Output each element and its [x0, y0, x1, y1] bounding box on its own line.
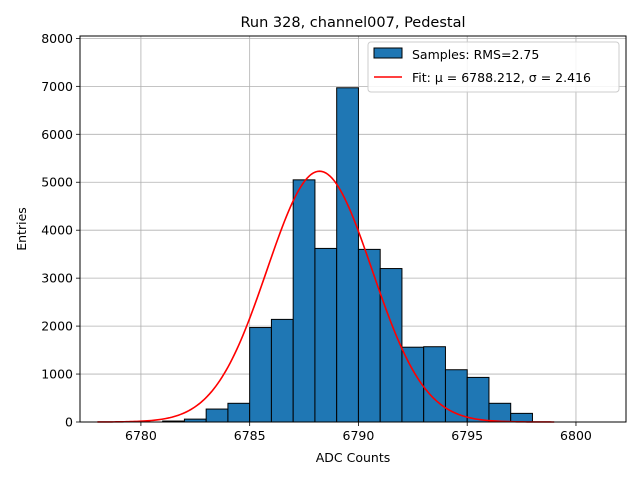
histogram-bar — [510, 412, 533, 423]
histogram-bar — [205, 408, 229, 423]
legend: Samples: RMS=2.75 Fit: μ = 6788.212, σ =… — [367, 41, 620, 93]
histogram-bar — [227, 402, 251, 423]
y-tick-label: 4000 — [41, 223, 73, 238]
x-axis-ticks: 6780 6785 6790 6795 6800 — [125, 422, 592, 443]
x-tick-label: 6795 — [451, 428, 483, 443]
y-tick-label: 8000 — [41, 31, 73, 46]
y-tick-label: 7000 — [41, 79, 73, 94]
chart-title: Run 328, channel007, Pedestal — [240, 15, 465, 31]
histogram-bar — [379, 268, 403, 423]
y-tick-label: 0 — [65, 415, 73, 430]
plot-frame — [79, 35, 627, 423]
histogram-bar — [314, 247, 338, 423]
histogram-bar — [488, 402, 512, 423]
histogram-bar — [401, 346, 425, 423]
x-tick-label: 6785 — [234, 428, 266, 443]
histogram-bar — [270, 318, 294, 423]
y-tick-label: 3000 — [41, 271, 73, 286]
histogram-bar — [423, 346, 446, 423]
gaussian-fit-curve — [97, 170, 555, 423]
histogram-bar — [466, 376, 490, 423]
y-axis-ticks: 0 1000 2000 3000 4000 5000 6000 7000 8000 — [41, 31, 80, 430]
histogram-bar — [357, 248, 381, 423]
fit-curve-layer — [97, 170, 555, 423]
x-tick-label: 6780 — [125, 428, 157, 443]
histogram-bar — [336, 87, 359, 423]
legend-box — [367, 41, 620, 93]
histogram-bar — [249, 327, 272, 423]
x-axis-label: ADC Counts — [316, 450, 391, 465]
x-tick-label: 6790 — [343, 428, 375, 443]
legend-histogram-label: Samples: RMS=2.75 — [412, 47, 539, 62]
histogram-bar — [292, 179, 316, 423]
legend-fit-label: Fit: μ = 6788.212, σ = 2.416 — [412, 70, 591, 85]
y-axis-label: Entries — [14, 207, 29, 251]
y-tick-label: 1000 — [41, 367, 73, 382]
y-tick-label: 6000 — [41, 127, 73, 142]
x-tick-label: 6800 — [560, 428, 592, 443]
y-tick-label: 5000 — [41, 175, 73, 190]
y-tick-label: 2000 — [41, 319, 73, 334]
legend-histogram-swatch — [373, 47, 403, 59]
